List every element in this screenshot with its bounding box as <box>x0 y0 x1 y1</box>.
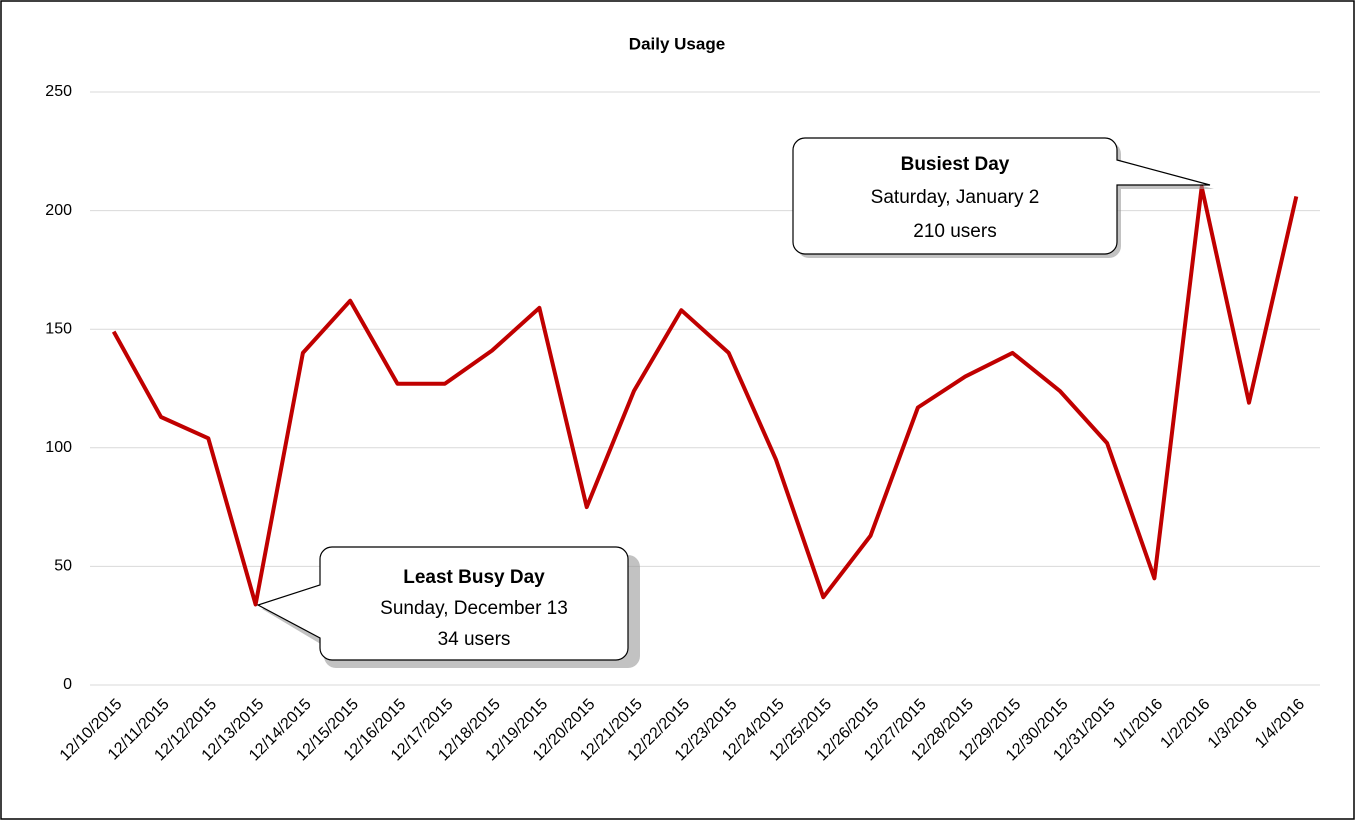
y-tick-label: 250 <box>45 83 72 100</box>
y-tick-label: 50 <box>54 558 72 575</box>
line <box>111 184 1299 607</box>
annotation-line: 34 users <box>438 629 511 650</box>
annotation-line: Sunday, December 13 <box>380 598 568 619</box>
annotation-title: Busiest Day <box>901 154 1010 175</box>
annotation-line: Saturday, January 2 <box>871 187 1040 208</box>
callout-busiest: Busiest Day Saturday, January 2 210 user… <box>792 137 1214 258</box>
y-tick-label: 100 <box>45 439 72 456</box>
chart-title: Daily Usage <box>629 34 725 53</box>
annotation-line: 210 users <box>913 221 996 242</box>
y-tick-label: 0 <box>63 676 72 693</box>
callout-least: Least Busy Day Sunday, December 13 34 us… <box>256 546 640 668</box>
y-tick-label: 200 <box>45 202 72 219</box>
annotation-title: Least Busy Day <box>403 567 545 588</box>
y-tick-label: 150 <box>45 320 72 337</box>
